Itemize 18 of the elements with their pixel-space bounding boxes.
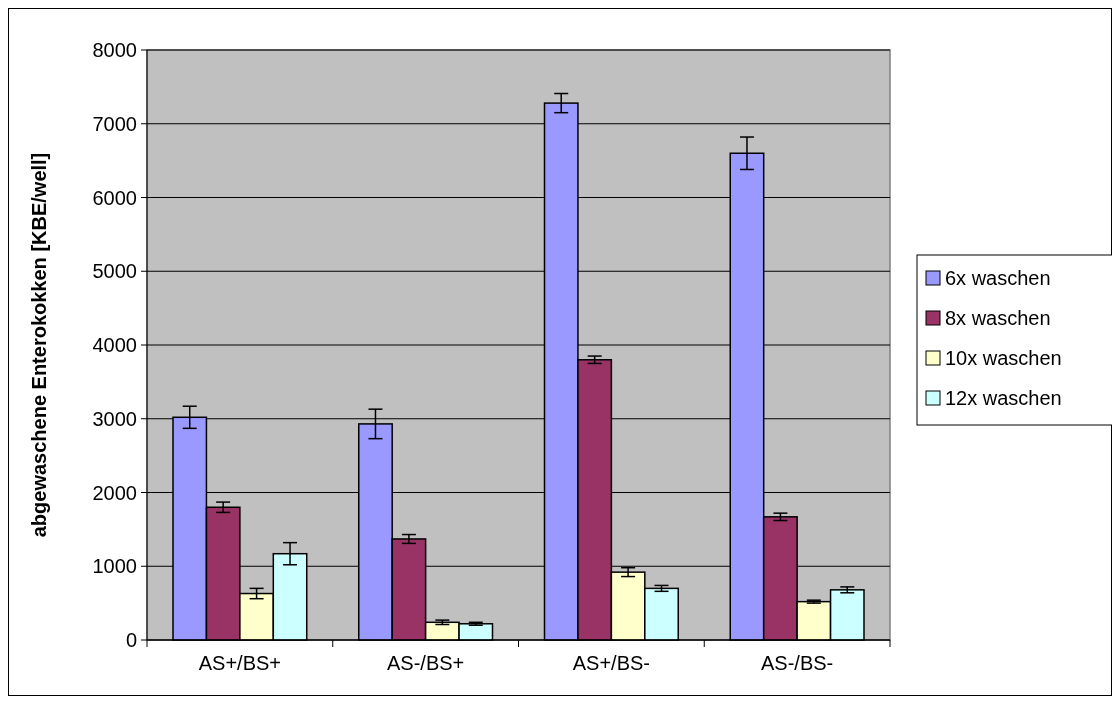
x-tick-label: AS+/BS-	[572, 652, 651, 674]
x-tick-label: AS+/BS+	[198, 652, 282, 674]
legend-label: 6x waschen	[945, 267, 1051, 289]
x-tick-label: AS-/BS-	[761, 652, 834, 674]
y-tick-label: 7000	[92, 112, 137, 135]
y-tick-label: 5000	[92, 260, 137, 283]
legend-label: 10x waschen	[945, 347, 1062, 369]
y-tick-label: 1000	[92, 555, 137, 578]
y-tick-label: 0	[125, 629, 137, 651]
y-axis-title: abgewaschene Enterokokken [KBE/well]	[28, 152, 50, 538]
legend-label: 8x waschen	[945, 307, 1051, 329]
y-tick-label: 8000	[92, 39, 137, 61]
y-tick-label: 6000	[92, 186, 137, 209]
y-tick-label: 4000	[92, 334, 137, 356]
x-tick-label: AS-/BS+	[386, 652, 465, 674]
y-tick-label: 2000	[92, 481, 137, 504]
y-tick-label: 3000	[92, 407, 137, 430]
legend-label: 12x waschen	[945, 387, 1062, 409]
